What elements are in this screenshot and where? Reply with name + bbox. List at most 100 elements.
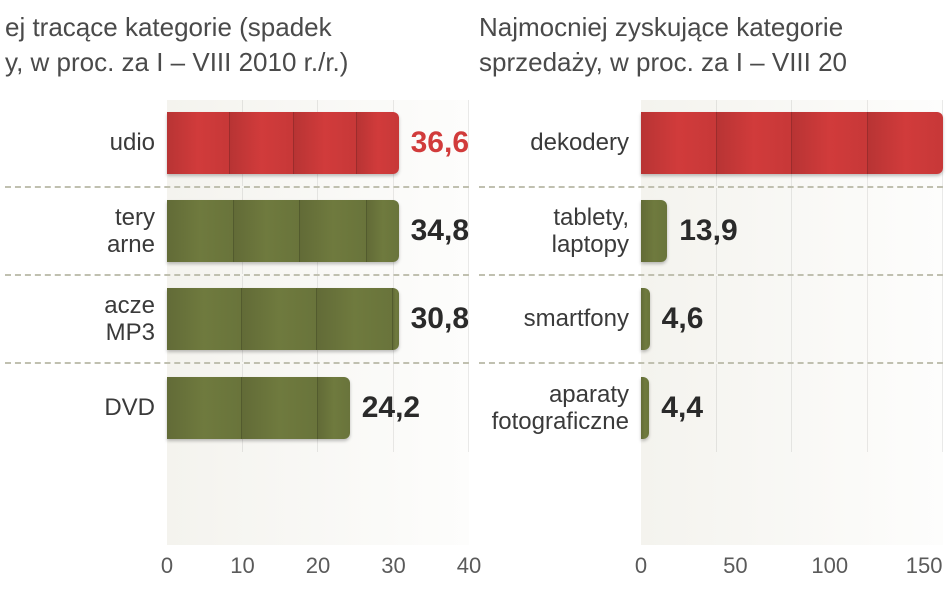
bar-value: 13,9 [679,214,737,248]
label-line: arne [5,231,155,259]
bar [167,200,399,262]
bar-segment [167,377,242,439]
bar-segment [317,288,392,350]
row-label: teryarne [5,204,167,259]
left-chart-panel: ej tracące kategorie (spadek y, w proc. … [0,0,474,593]
row-label: DVD [5,394,167,422]
chart-row: aczeMP3 30,8 [5,276,469,364]
right-x-axis: 050100150 [641,553,943,583]
label-line: smartfony [479,305,629,333]
grid-segment [717,364,793,452]
bar-segment [717,112,793,174]
bar [167,377,350,439]
bar-wrap [641,100,943,186]
axis-tick: 0 [161,553,173,579]
grid-segment [792,364,868,452]
right-chart-title: Najmocniej zyskujące kategorie sprzedaży… [479,10,943,80]
left-plot: udio36,6teryarne34,8aczeMP330,8DVD24,2 [167,100,469,545]
grid-segment [868,276,944,362]
bar-segment [234,200,301,262]
right-chart-area: dekodery tablety,laptopy 13,9 smartfony 4,6 a… [479,100,943,583]
left-x-axis: 010203040 [167,553,469,583]
title-line: y, w proc. za I – VIII 2010 r./r.) [5,45,469,80]
bar-segment [367,200,399,262]
grid-segment [792,276,868,362]
rows-container: udio36,6teryarne34,8aczeMP330,8DVD24,2 [5,100,469,545]
row-label: dekodery [479,129,641,157]
bar-wrap: 24,2 [167,364,469,452]
axis-tick: 30 [381,553,405,579]
bar-wrap: 4,6 [641,276,943,362]
bar-segment [242,377,317,439]
title-line: Najmocniej zyskujące kategorie [479,10,943,45]
left-chart-title: ej tracące kategorie (spadek y, w proc. … [5,10,469,80]
chart-row: tablety,laptopy 13,9 [479,188,943,276]
bar-wrap: 30,8 [167,276,469,362]
bar [641,288,650,350]
bar-segment [167,200,234,262]
bar-wrap: 4,4 [641,364,943,452]
bar-wrap: 13,9 [641,188,943,274]
grid-segment [868,364,944,452]
axis-tick: 10 [230,553,254,579]
bar-wrap: 36,6 [167,100,469,186]
label-line: fotograficzne [479,408,629,436]
row-label: udio [5,129,167,157]
label-line: tablety, [479,204,629,232]
bar-segment [300,200,367,262]
chart-row: DVD 24,2 [5,364,469,452]
grid-segment [717,276,793,362]
bar-value: 4,4 [661,391,703,425]
axis-tick: 150 [906,553,943,579]
label-line: laptopy [479,231,629,259]
right-plot: dekoderytablety,laptopy13,9smartfony4,6a… [641,100,943,545]
right-chart-panel: Najmocniej zyskujące kategorie sprzedaży… [474,0,948,593]
rows-container: dekodery tablety,laptopy 13,9 smartfony 4,6 a… [479,100,943,545]
chart-row: udio 36,6 [5,100,469,188]
bar-segment [641,377,649,439]
bar-value: 30,8 [411,302,469,336]
bar-segment [318,377,350,439]
row-label: smartfony [479,305,641,333]
bar-segment [167,112,230,174]
grid-segment [868,188,944,274]
label-line: aparaty [479,381,629,409]
axis-tick: 50 [723,553,747,579]
chart-row: dekodery [479,100,943,188]
label-line: DVD [5,394,155,422]
bar-value: 34,8 [411,214,469,248]
row-label: tablety,laptopy [479,204,641,259]
title-line: ej tracące kategorie (spadek [5,10,469,45]
bar-segment [641,200,667,262]
bar-segment [393,288,399,350]
bar-segment [167,288,242,350]
chart-row: teryarne 34,8 [5,188,469,276]
chart-row: smartfony 4,6 [479,276,943,364]
bar [167,288,399,350]
bar-value: 24,2 [362,391,420,425]
label-line: acze [5,292,155,320]
grid-segment [792,188,868,274]
row-label: aczeMP3 [5,292,167,347]
axis-tick: 40 [457,553,481,579]
bar-segment [641,112,717,174]
bar-value: 4,6 [662,302,704,336]
bar-segment [641,288,650,350]
bar-segment [792,112,868,174]
bar [641,200,667,262]
row-label: aparatyfotograficzne [479,381,641,436]
bar-segment [230,112,293,174]
chart-row: aparatyfotograficzne 4,4 [479,364,943,452]
bar-wrap: 34,8 [167,188,469,274]
bar-segment [242,288,317,350]
label-line: dekodery [479,129,629,157]
bar-segment [294,112,357,174]
label-line: udio [5,129,155,157]
bar-segment [868,112,944,174]
axis-tick: 0 [635,553,647,579]
bar [641,377,649,439]
title-line: sprzedaży, w proc. za I – VIII 20 [479,45,943,80]
bar [641,112,943,174]
label-line: tery [5,204,155,232]
bar [167,112,399,174]
